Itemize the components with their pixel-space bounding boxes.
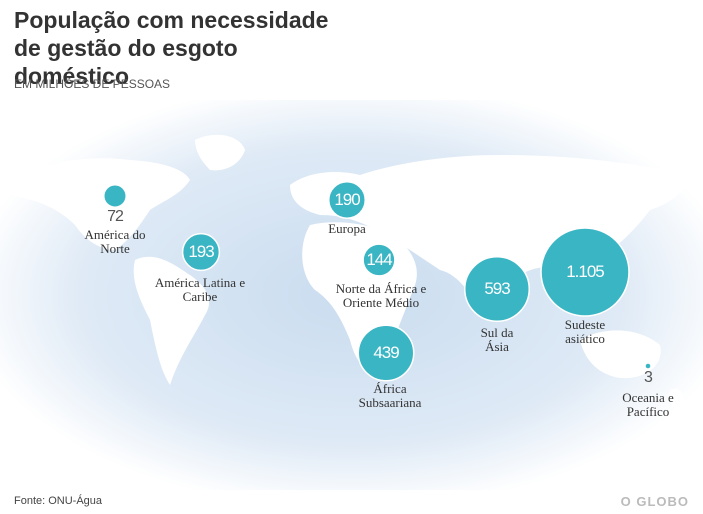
value-label: 190 bbox=[334, 190, 360, 209]
bubble bbox=[362, 243, 396, 277]
value-label: 193 bbox=[188, 242, 214, 261]
bubble bbox=[328, 181, 366, 219]
region-name: Sul da Ásia bbox=[480, 325, 514, 354]
region-name: Oceania e Pacífico bbox=[622, 390, 674, 419]
region-name: África Subsaariana bbox=[358, 381, 422, 410]
source: Fonte: ONU-Água bbox=[14, 495, 103, 507]
bubble bbox=[645, 363, 651, 369]
bubble bbox=[103, 184, 127, 208]
bubble bbox=[540, 227, 630, 317]
value-label: 593 bbox=[484, 279, 510, 298]
region-name: América do Norte bbox=[84, 227, 146, 256]
bubble bbox=[357, 324, 415, 382]
region-name: América Latina e Caribe bbox=[154, 275, 246, 304]
subtitle: EM MILHÕES DE PESSOAS bbox=[14, 77, 171, 91]
region-name: Europa bbox=[328, 221, 366, 236]
bubble bbox=[181, 232, 221, 272]
value-label: 3 bbox=[644, 369, 653, 387]
bubble bbox=[464, 256, 530, 322]
value-label: 1.105 bbox=[566, 262, 605, 281]
value-label: 144 bbox=[366, 250, 392, 269]
region-name: Sudeste asiático bbox=[564, 317, 606, 346]
value-label: 72 bbox=[107, 208, 124, 226]
value-label: 439 bbox=[373, 343, 399, 362]
logo: O GLOBO bbox=[620, 494, 689, 509]
world-map bbox=[0, 100, 703, 490]
title: População com necessidade de gestão do e… bbox=[14, 7, 329, 89]
region-name: Norte da África e Oriente Médio bbox=[335, 281, 427, 310]
